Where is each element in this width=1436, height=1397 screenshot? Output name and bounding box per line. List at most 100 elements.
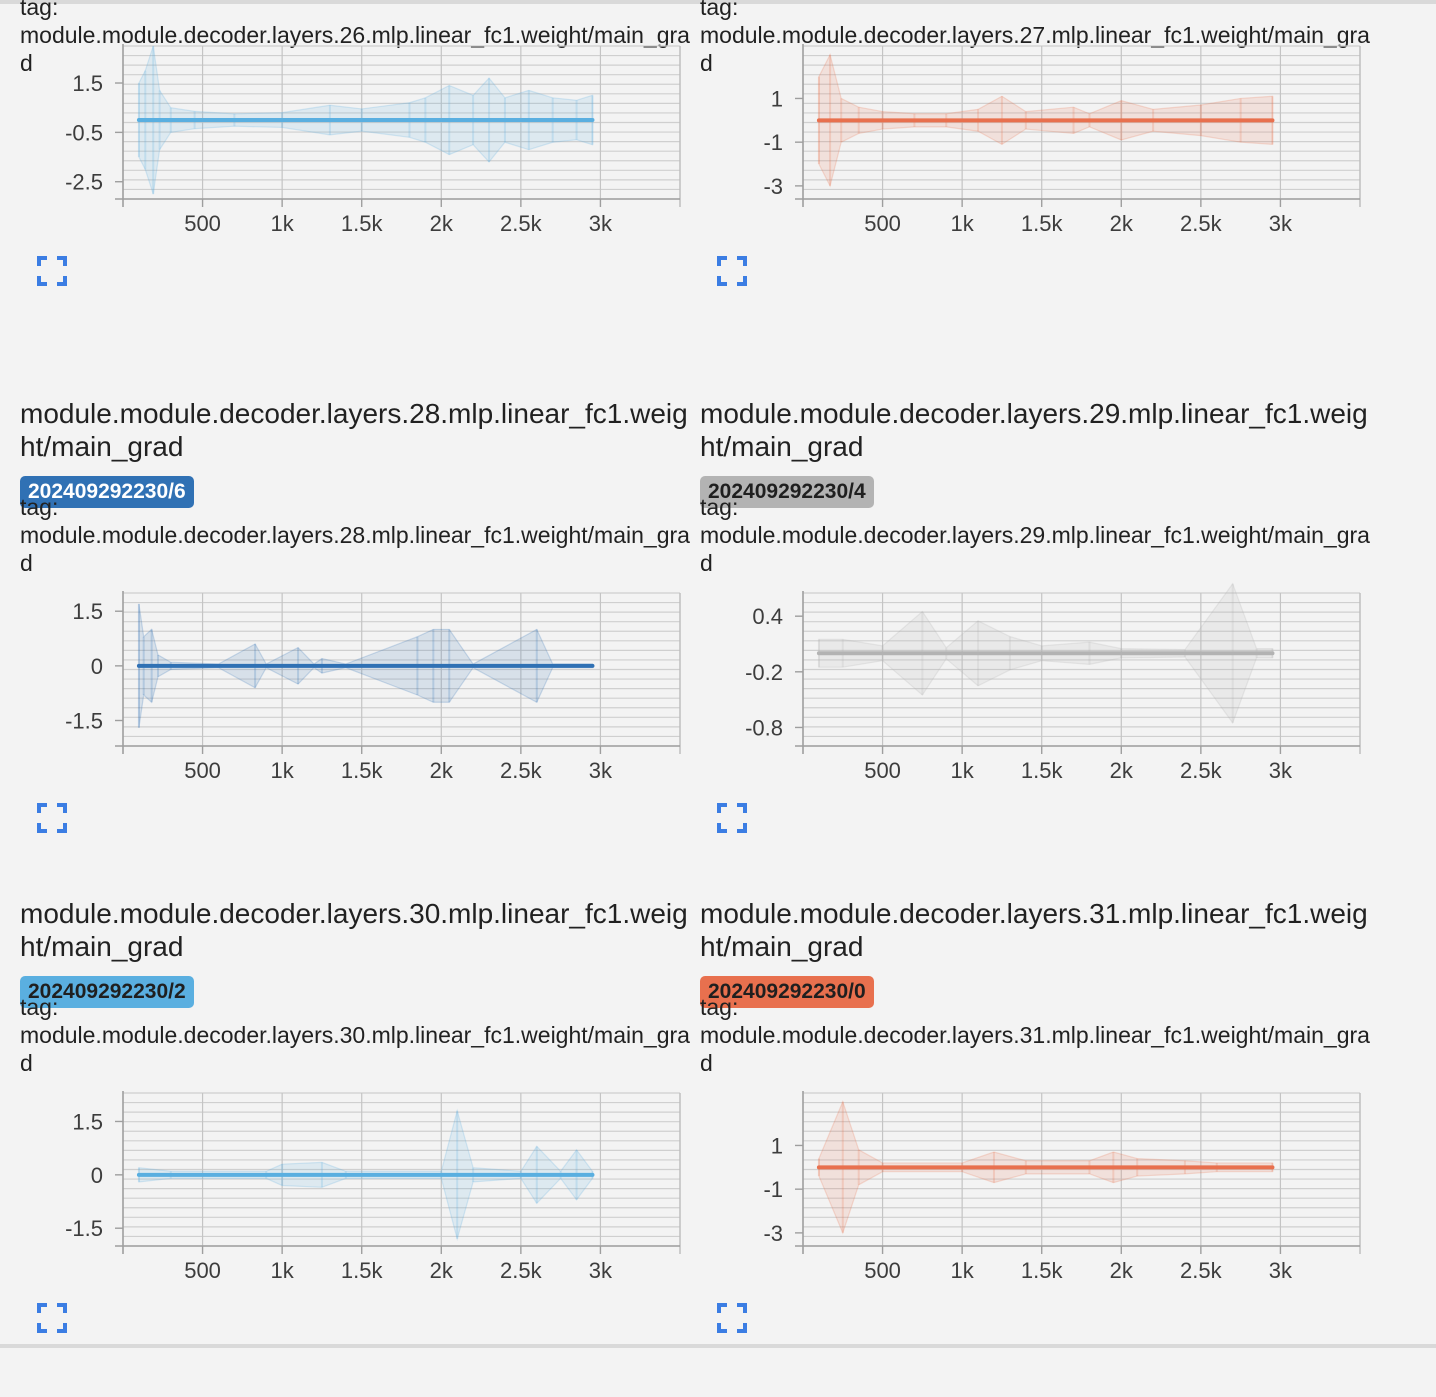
run-badge: 202409292230/6 <box>20 476 194 508</box>
fullscreen-icon-corner <box>37 256 47 266</box>
fullscreen-icon[interactable] <box>37 256 67 286</box>
histogram-chart: 500 1k 1.5k 2k 2.5k 3k 1 -1 -3 <box>763 1091 1361 1283</box>
fullscreen-icon-corner <box>717 256 727 266</box>
tag-label: tag: <box>700 0 739 20</box>
chart-title: module.module.decoder.layers.30.mlp.line… <box>20 898 688 962</box>
fullscreen-icon-corner <box>737 276 747 286</box>
x-tick-label: 3k <box>1269 211 1293 236</box>
histogram-chart: 500 1k 1.5k 2k 2.5k 3k 1.5 0 -1.5 <box>65 1091 681 1283</box>
fullscreen-icon-corner <box>57 823 67 833</box>
chart-card-layer-27: tag: module.module.decoder.layers.27.mlp… <box>700 0 1380 350</box>
x-tick-label: 500 <box>864 211 901 236</box>
y-tick-label: 1.5 <box>72 71 103 96</box>
fullscreen-icon[interactable] <box>717 803 747 833</box>
y-tick-label: 0 <box>91 654 103 679</box>
tag-value: module.module.decoder.layers.26.mlp.line… <box>20 22 690 76</box>
fullscreen-icon-corner <box>57 803 67 813</box>
fullscreen-icon-corner <box>57 1323 67 1333</box>
x-tick-label: 1.5k <box>341 1258 384 1283</box>
y-tick-label: -0.2 <box>745 660 783 685</box>
x-tick-label: 3k <box>1269 758 1293 783</box>
tag-value: module.module.decoder.layers.27.mlp.line… <box>700 22 1370 76</box>
chart-card-layer-29: module.module.decoder.layers.29.mlp.line… <box>700 397 1380 897</box>
tag-value: module.module.decoder.layers.28.mlp.line… <box>20 522 690 576</box>
x-tick-label: 3k <box>589 211 613 236</box>
x-tick-label: 3k <box>589 1258 613 1283</box>
y-tick-label: -0.8 <box>745 715 783 740</box>
histogram-chart: 500 1k 1.5k 2k 2.5k 3k 1 -1 -3 <box>763 44 1361 236</box>
fullscreen-icon-corner <box>37 276 47 286</box>
x-tick-label: 2k <box>1110 758 1134 783</box>
fullscreen-icon-corner <box>37 1303 47 1313</box>
fullscreen-icon-corner <box>737 1323 747 1333</box>
y-tick-label: -1 <box>763 1177 783 1202</box>
chart-title: module.module.decoder.layers.28.mlp.line… <box>20 398 688 462</box>
x-tick-label: 2.5k <box>1180 1258 1223 1283</box>
histogram-chart: 500 1k 1.5k 2k 2.5k 3k 1.5 0 -1.5 <box>65 591 681 783</box>
y-tick-label: 1 <box>771 86 783 111</box>
run-badge: 202409292230/0 <box>700 976 874 1008</box>
x-tick-label: 2k <box>430 758 454 783</box>
x-tick-label: 500 <box>184 758 221 783</box>
tag-value: module.module.decoder.layers.31.mlp.line… <box>700 1022 1370 1076</box>
y-tick-label: 1.5 <box>72 599 103 624</box>
tag-label: tag: <box>700 494 739 520</box>
x-tick-label: 500 <box>184 1258 221 1283</box>
fullscreen-icon-corner <box>717 823 727 833</box>
fullscreen-icon-corner <box>717 803 727 813</box>
y-tick-label: 0.4 <box>752 604 783 629</box>
x-tick-label: 2.5k <box>500 1258 543 1283</box>
histogram-chart: 500 1k 1.5k 2k 2.5k 3k 0.4 -0.2 -0.8 <box>745 582 1361 783</box>
y-tick-label: -3 <box>763 174 783 199</box>
x-tick-label: 1k <box>951 1258 975 1283</box>
x-tick-label: 500 <box>864 1258 901 1283</box>
fullscreen-icon-corner <box>57 1303 67 1313</box>
x-tick-label: 500 <box>184 211 221 236</box>
y-tick-label: -2.5 <box>65 170 103 195</box>
tag-value: module.module.decoder.layers.30.mlp.line… <box>20 1022 690 1076</box>
fullscreen-icon[interactable] <box>717 256 747 286</box>
fullscreen-icon-corner <box>737 823 747 833</box>
y-tick-label: -0.5 <box>65 120 103 145</box>
y-tick-label: 1 <box>771 1133 783 1158</box>
x-tick-label: 2.5k <box>1180 211 1223 236</box>
x-tick-label: 2k <box>430 211 454 236</box>
histogram-chart: 500 1k 1.5k 2k 2.5k 3k 1.5 -0.5 -2.5 <box>65 44 681 236</box>
x-tick-label: 1k <box>951 758 975 783</box>
x-tick-label: 2k <box>1110 1258 1134 1283</box>
x-tick-label: 500 <box>864 758 901 783</box>
x-tick-label: 2k <box>430 1258 454 1283</box>
x-tick-label: 1.5k <box>1021 758 1064 783</box>
x-tick-label: 2.5k <box>500 211 543 236</box>
x-tick-label: 1.5k <box>341 758 384 783</box>
x-tick-label: 1.5k <box>341 211 384 236</box>
run-badge: 202409292230/2 <box>20 976 194 1008</box>
x-tick-label: 3k <box>1269 1258 1293 1283</box>
y-tick-label: 1.5 <box>72 1109 103 1134</box>
fullscreen-icon[interactable] <box>37 803 67 833</box>
bottom-divider <box>0 1344 1436 1348</box>
y-tick-label: -3 <box>763 1221 783 1246</box>
tag-value: module.module.decoder.layers.29.mlp.line… <box>700 522 1370 576</box>
x-tick-label: 2.5k <box>500 758 543 783</box>
fullscreen-icon[interactable] <box>37 1303 67 1333</box>
x-tick-label: 1k <box>271 758 295 783</box>
fullscreen-icon-corner <box>717 1323 727 1333</box>
chart-card-layer-28: module.module.decoder.layers.28.mlp.line… <box>20 397 700 897</box>
fullscreen-icon-corner <box>737 803 747 813</box>
x-tick-label: 1k <box>271 1258 295 1283</box>
y-tick-label: -1 <box>763 130 783 155</box>
chart-title: module.module.decoder.layers.29.mlp.line… <box>700 398 1368 462</box>
fullscreen-icon[interactable] <box>717 1303 747 1333</box>
tag-label: tag: <box>20 494 59 520</box>
x-tick-label: 1k <box>951 211 975 236</box>
chart-title: module.module.decoder.layers.31.mlp.line… <box>700 898 1368 962</box>
chart-card-layer-30: module.module.decoder.layers.30.mlp.line… <box>20 897 700 1397</box>
tag-label: tag: <box>20 994 59 1020</box>
fullscreen-icon-corner <box>37 823 47 833</box>
tag-label: tag: <box>20 0 59 20</box>
fullscreen-icon-corner <box>717 1303 727 1313</box>
x-tick-label: 3k <box>589 758 613 783</box>
x-tick-label: 2k <box>1110 211 1134 236</box>
fullscreen-icon-corner <box>717 276 727 286</box>
